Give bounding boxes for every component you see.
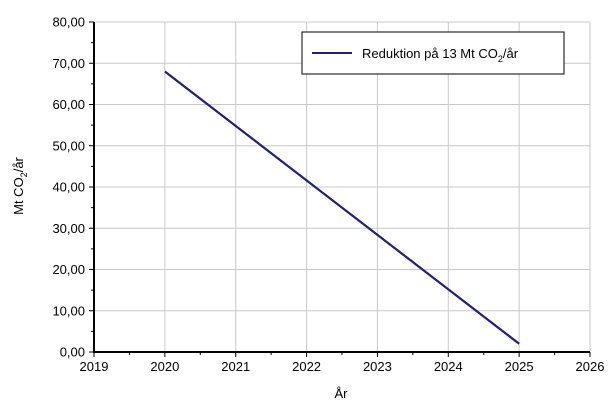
- legend-label-suffix: /år: [503, 46, 519, 61]
- y-tick-label: 40,00: [52, 180, 85, 195]
- x-tick-label: 2021: [221, 359, 250, 374]
- legend-label-prefix: Reduktion på 13 Mt CO: [362, 46, 498, 61]
- x-axis-label: År: [335, 386, 349, 401]
- series-line: [164, 70, 520, 345]
- axes: [89, 21, 591, 357]
- x-tick-label: 2020: [150, 359, 179, 374]
- x-tick-label: 2019: [80, 359, 109, 374]
- series-layer: [164, 70, 520, 345]
- x-tick-label: 2025: [505, 359, 534, 374]
- legend-label: Reduktion på 13 Mt CO2/år: [362, 46, 519, 64]
- y-tick-label: 60,00: [52, 97, 85, 112]
- x-tick-label: 2022: [292, 359, 321, 374]
- y-axis-label: Mt CO2/år: [11, 156, 29, 214]
- y-tick-label: 50,00: [52, 138, 85, 153]
- legend: Reduktion på 13 Mt CO2/år: [301, 31, 565, 75]
- y-axis-label-prefix: Mt CO: [11, 177, 26, 215]
- tick-labels: 2019 2020 2021 2022 2023 2024 2025 2026 0,00 10,0…: [52, 15, 604, 375]
- legend-label-sub: 2: [498, 54, 503, 64]
- x-tick-label: 2024: [434, 359, 463, 374]
- y-tick-label: 0,00: [60, 345, 85, 360]
- y-tick-label: 20,00: [52, 262, 85, 277]
- x-tick-label: 2026: [576, 359, 605, 374]
- y-tick-label: 80,00: [52, 15, 85, 30]
- x-tick-label: 2023: [363, 359, 392, 374]
- y-axis-label-suffix: /år: [11, 156, 26, 172]
- y-tick-label: 30,00: [52, 221, 85, 236]
- y-axis-label-sub: 2: [19, 172, 29, 177]
- y-tick-label: 70,00: [52, 56, 85, 71]
- y-tick-label: 10,00: [52, 303, 85, 318]
